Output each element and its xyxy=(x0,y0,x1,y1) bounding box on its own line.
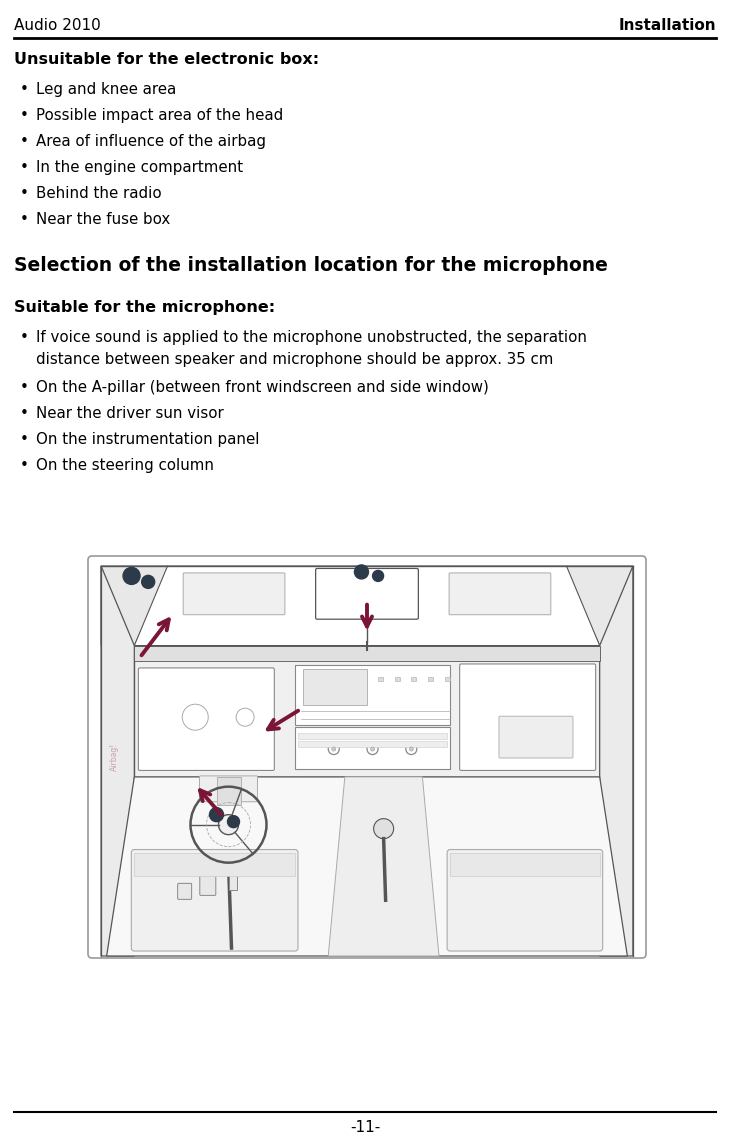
Circle shape xyxy=(228,816,239,827)
Polygon shape xyxy=(134,645,599,661)
Bar xyxy=(217,777,240,805)
Bar xyxy=(445,677,450,682)
Bar xyxy=(295,727,450,769)
FancyBboxPatch shape xyxy=(447,850,603,951)
FancyBboxPatch shape xyxy=(88,556,646,958)
Polygon shape xyxy=(134,566,599,645)
Bar xyxy=(378,677,383,682)
Circle shape xyxy=(371,747,374,751)
Polygon shape xyxy=(90,558,644,956)
Text: •: • xyxy=(20,380,29,395)
Circle shape xyxy=(331,747,336,751)
FancyBboxPatch shape xyxy=(139,668,274,770)
FancyBboxPatch shape xyxy=(449,572,551,615)
Text: •: • xyxy=(20,134,29,149)
Text: •: • xyxy=(20,330,29,345)
Circle shape xyxy=(374,818,393,839)
Bar xyxy=(295,666,450,725)
Text: Airbag!: Airbag! xyxy=(110,743,120,772)
Circle shape xyxy=(210,808,223,822)
Text: •: • xyxy=(20,160,29,175)
Text: Selection of the installation location for the microphone: Selection of the installation location f… xyxy=(14,256,608,275)
Text: •: • xyxy=(20,457,29,473)
FancyBboxPatch shape xyxy=(183,572,285,615)
Bar xyxy=(298,741,447,747)
Text: If voice sound is applied to the microphone unobstructed, the separation: If voice sound is applied to the microph… xyxy=(36,330,587,345)
Circle shape xyxy=(218,815,239,834)
FancyBboxPatch shape xyxy=(177,883,192,899)
FancyBboxPatch shape xyxy=(131,850,298,951)
Text: On the instrumentation panel: On the instrumentation panel xyxy=(36,432,259,447)
Polygon shape xyxy=(328,777,439,956)
Circle shape xyxy=(355,564,369,579)
Polygon shape xyxy=(566,566,633,645)
Bar xyxy=(450,852,599,876)
Text: Leg and knee area: Leg and knee area xyxy=(36,82,176,97)
Text: Near the fuse box: Near the fuse box xyxy=(36,212,170,226)
FancyBboxPatch shape xyxy=(460,663,596,770)
Bar xyxy=(428,677,433,682)
Bar xyxy=(134,852,295,876)
Polygon shape xyxy=(134,645,599,777)
Text: Area of influence of the airbag: Area of influence of the airbag xyxy=(36,134,266,149)
Bar xyxy=(303,669,367,706)
Text: •: • xyxy=(20,406,29,421)
Text: Possible impact area of the head: Possible impact area of the head xyxy=(36,108,283,123)
FancyBboxPatch shape xyxy=(315,569,418,619)
Polygon shape xyxy=(107,777,627,956)
Text: Behind the radio: Behind the radio xyxy=(36,185,161,201)
Circle shape xyxy=(372,570,383,582)
Text: •: • xyxy=(20,185,29,201)
Text: distance between speaker and microphone should be approx. 35 cm: distance between speaker and microphone … xyxy=(36,352,553,366)
Text: On the steering column: On the steering column xyxy=(36,457,214,473)
FancyBboxPatch shape xyxy=(199,776,258,802)
Circle shape xyxy=(142,576,155,588)
Bar xyxy=(228,868,237,890)
Circle shape xyxy=(123,568,140,585)
Text: •: • xyxy=(20,108,29,123)
Text: Audio 2010: Audio 2010 xyxy=(14,18,101,33)
Polygon shape xyxy=(101,566,134,956)
Text: Unsuitable for the electronic box:: Unsuitable for the electronic box: xyxy=(14,52,319,67)
Text: •: • xyxy=(20,212,29,226)
FancyBboxPatch shape xyxy=(200,875,216,896)
Text: -11-: -11- xyxy=(350,1120,380,1135)
Bar xyxy=(298,733,447,739)
Bar xyxy=(395,677,400,682)
Text: Installation: Installation xyxy=(618,18,716,33)
Circle shape xyxy=(410,747,413,751)
Text: In the engine compartment: In the engine compartment xyxy=(36,160,243,175)
Polygon shape xyxy=(599,566,633,956)
Text: Near the driver sun visor: Near the driver sun visor xyxy=(36,406,224,421)
Text: •: • xyxy=(20,432,29,447)
FancyBboxPatch shape xyxy=(499,716,573,758)
Bar xyxy=(411,677,416,682)
Text: Suitable for the microphone:: Suitable for the microphone: xyxy=(14,300,275,315)
Polygon shape xyxy=(101,566,168,645)
Text: On the A-pillar (between front windscreen and side window): On the A-pillar (between front windscree… xyxy=(36,380,489,395)
Text: •: • xyxy=(20,82,29,97)
